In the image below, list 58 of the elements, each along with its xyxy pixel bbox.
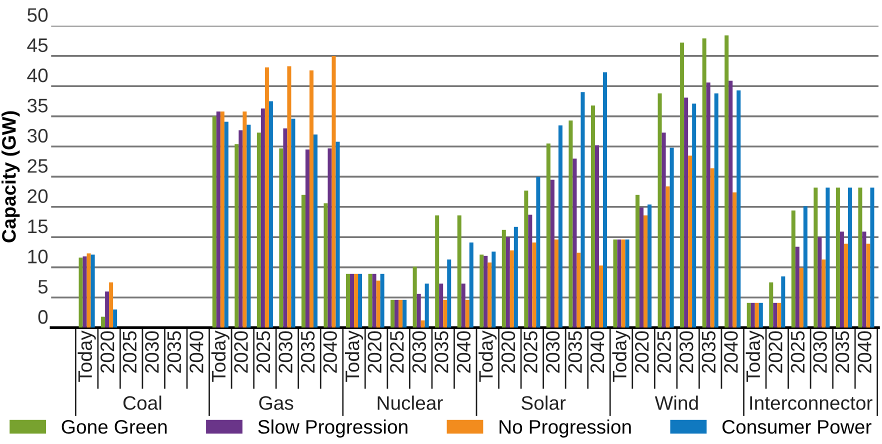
x-tick-label: 2035 <box>167 331 182 373</box>
x-tick-label: 2035 <box>568 331 582 373</box>
y-tick-label: 45 <box>27 38 48 52</box>
x-tick-label: 2035 <box>434 331 448 373</box>
x-tick-label: 2020 <box>100 331 114 373</box>
y-tick-label: 30 <box>27 128 48 143</box>
legend-label: No Progression <box>500 419 631 438</box>
text: Solar <box>522 396 566 410</box>
x-tick-label: 2030 <box>546 331 560 373</box>
x-tick-label: 2030 <box>680 331 694 373</box>
x-tick-label: 2040 <box>590 331 604 373</box>
y-axis-title: Capacity (GW) <box>2 111 20 242</box>
x-tick-label: 2020 <box>634 331 649 373</box>
legend-label: Consumer Power <box>722 420 872 434</box>
x-tick-label: 2035 <box>702 331 716 373</box>
legend-label: Gone Green <box>62 420 167 434</box>
text: Nuclear <box>378 396 443 410</box>
text: Coal <box>123 396 162 410</box>
x-tick-label: 2035 <box>835 331 850 373</box>
x-tick-label: 2025 <box>390 331 404 373</box>
x-tick-label: 2030 <box>278 331 292 373</box>
x-tick-label: 2020 <box>368 331 382 373</box>
x-tick-label: 2020 <box>234 331 248 373</box>
x-tick-label: Today <box>612 330 630 382</box>
x-tick-label: 2025 <box>790 331 805 373</box>
x-tick-label: 2030 <box>412 331 426 373</box>
text: Wind <box>654 396 698 410</box>
text: Interconnector <box>750 396 872 410</box>
y-tick-label: 25 <box>28 159 48 173</box>
text: Gas <box>259 396 294 410</box>
x-tick-label: 2025 <box>524 331 538 373</box>
x-tick-label: 2020 <box>501 331 516 373</box>
y-tick-label: 40 <box>27 68 48 82</box>
x-tick-label: 2025 <box>122 331 137 373</box>
y-tick-label: 15 <box>28 220 48 234</box>
x-tick-label: 2040 <box>456 331 471 373</box>
y-tick-label: 35 <box>27 98 48 112</box>
y-tick-label: 10 <box>28 250 48 264</box>
legend-label: Slow Progression <box>258 419 408 438</box>
x-tick-label: Today <box>211 330 230 382</box>
x-tick-label: 2025 <box>256 331 270 373</box>
x-tick-label: 2020 <box>768 331 782 373</box>
x-tick-label: 2040 <box>323 331 337 373</box>
x-tick-label: 2025 <box>657 331 672 373</box>
y-tick-label: 0 <box>38 310 48 324</box>
x-tick-label: 2040 <box>190 331 204 373</box>
x-tick-label: Today <box>746 330 764 382</box>
x-tick-label: Today <box>478 330 497 382</box>
y-tick-label: 20 <box>28 189 48 204</box>
x-tick-label: 2040 <box>724 331 738 373</box>
x-tick-label: 2030 <box>145 331 159 373</box>
x-tick-label: Today <box>78 330 96 382</box>
x-tick-label: 2035 <box>300 331 315 373</box>
y-tick-label: 50 <box>28 8 48 22</box>
y-tick-label: 5 <box>38 280 48 294</box>
x-tick-label: 2030 <box>813 331 827 373</box>
x-tick-label: Today <box>344 330 364 382</box>
x-tick-label: 2040 <box>858 331 872 373</box>
